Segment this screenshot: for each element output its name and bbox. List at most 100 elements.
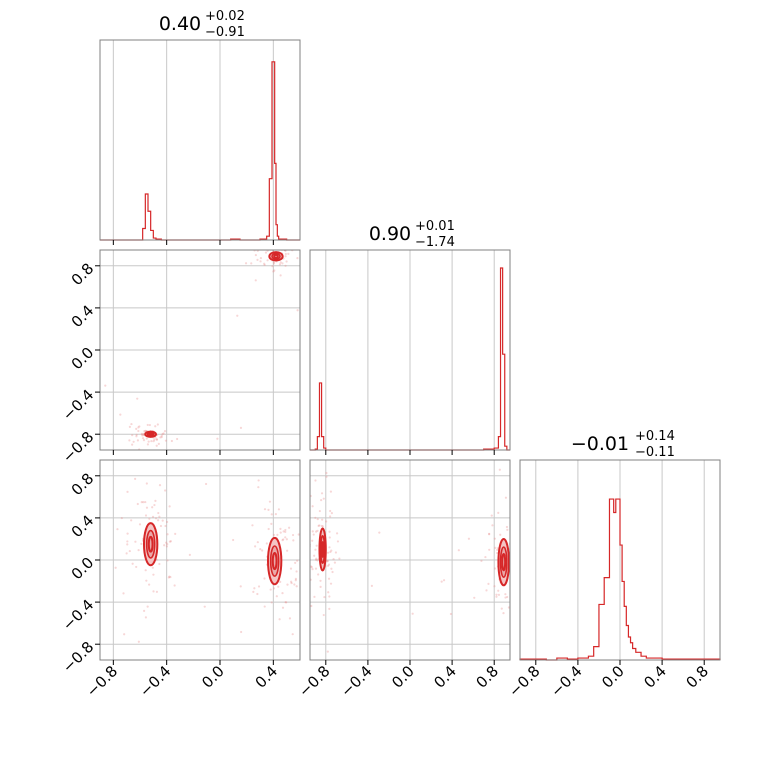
sample-point xyxy=(313,554,316,557)
sample-point xyxy=(71,602,73,604)
y-tick-label: 0.4 xyxy=(68,302,98,332)
sample-point xyxy=(146,605,149,608)
x-tick-label: −0.8 xyxy=(295,662,333,700)
x-tick-label: 0.4 xyxy=(252,662,282,692)
sample-point xyxy=(155,438,159,441)
sample-point xyxy=(163,430,167,433)
sample-point xyxy=(502,612,505,615)
sample-point xyxy=(153,503,156,507)
x-tick-label: −0.8 xyxy=(83,662,121,700)
sample-point xyxy=(493,537,496,540)
sample-point xyxy=(137,429,140,433)
sample-point xyxy=(327,577,331,580)
sample-point xyxy=(264,251,268,254)
sample-point xyxy=(166,542,169,546)
sample-point xyxy=(514,563,516,565)
sample-point xyxy=(493,585,496,588)
sample-point xyxy=(165,541,168,544)
sample-point xyxy=(251,524,254,527)
sample-point xyxy=(146,423,149,427)
sample-point xyxy=(168,505,171,508)
sample-point xyxy=(317,573,320,576)
sample-point xyxy=(148,423,151,427)
sample-point xyxy=(285,601,288,604)
contour-inner xyxy=(273,253,279,259)
sample-point xyxy=(169,540,172,543)
param-title-1: 0.90 xyxy=(369,223,411,245)
sample-point xyxy=(256,541,259,544)
sample-point xyxy=(135,435,138,438)
sample-point xyxy=(203,605,206,608)
sample-point xyxy=(267,508,270,511)
sample-point xyxy=(159,436,162,439)
sample-point xyxy=(282,538,285,541)
sample-point xyxy=(328,536,331,539)
sample-point xyxy=(147,440,150,443)
sample-point xyxy=(329,490,333,493)
sample-point xyxy=(271,265,274,268)
sample-point xyxy=(260,244,262,246)
sample-point xyxy=(252,590,255,593)
sample-point xyxy=(303,251,305,253)
sample-point xyxy=(378,531,381,534)
sample-point xyxy=(321,525,324,528)
sample-point xyxy=(295,572,297,574)
sample-point xyxy=(278,263,282,266)
sample-point xyxy=(265,542,268,545)
sample-point xyxy=(216,437,219,440)
sample-point xyxy=(151,506,154,509)
sample-point xyxy=(289,567,293,570)
param-title-0: 0.40 xyxy=(159,13,201,35)
sample-point xyxy=(173,584,176,587)
sample-point xyxy=(277,585,280,588)
sample-point xyxy=(164,489,167,492)
sample-point xyxy=(288,526,291,529)
sample-point xyxy=(278,247,280,249)
sample-point xyxy=(321,518,324,521)
sample-point xyxy=(488,532,491,535)
sample-point xyxy=(311,568,314,571)
histogram-step-2 xyxy=(519,498,721,661)
sample-point xyxy=(126,490,129,493)
sample-point xyxy=(495,593,498,596)
sample-point xyxy=(142,501,145,504)
sample-point xyxy=(254,253,257,257)
sample-point xyxy=(495,595,498,598)
sample-point xyxy=(157,442,160,446)
y-tick-label: 0.4 xyxy=(68,512,98,542)
sample-point xyxy=(318,509,321,513)
sample-point xyxy=(264,243,266,245)
sample-point xyxy=(487,582,490,586)
sample-point xyxy=(496,551,499,555)
sample-point xyxy=(336,540,340,543)
param-title-minus-0: −0.91 xyxy=(205,25,245,40)
sample-point xyxy=(128,425,131,428)
sample-point xyxy=(132,440,135,443)
sample-point xyxy=(512,488,514,490)
sample-point xyxy=(91,554,93,556)
sample-point xyxy=(295,585,298,588)
sample-point xyxy=(311,505,314,508)
sample-point xyxy=(338,557,341,560)
sample-point xyxy=(297,243,299,245)
sample-point xyxy=(282,530,285,533)
sample-point xyxy=(311,539,314,542)
sample-point xyxy=(207,484,209,486)
param-title-plus-2: +0.14 xyxy=(635,429,675,444)
x-tick-label: 0.8 xyxy=(472,662,502,692)
sample-point xyxy=(325,475,328,478)
sample-point xyxy=(267,527,270,531)
sample-point xyxy=(467,537,471,540)
sample-point xyxy=(319,585,322,588)
sample-point xyxy=(314,558,318,561)
sample-point xyxy=(296,256,299,260)
sample-point xyxy=(310,565,313,568)
sample-point xyxy=(145,579,148,582)
sample-point xyxy=(250,262,253,265)
sample-point xyxy=(269,588,272,591)
x-tick-label: 0.4 xyxy=(430,662,460,692)
sample-point xyxy=(270,522,273,525)
sample-point xyxy=(285,260,288,263)
sample-point xyxy=(261,549,264,552)
sample-point xyxy=(329,550,332,554)
